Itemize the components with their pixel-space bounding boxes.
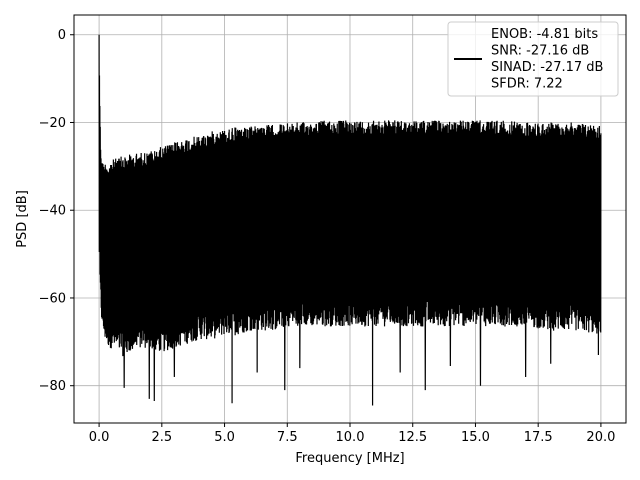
x-axis-ticks: 0.0 2.5 5.0 7.5 10.0 12.5 15.0 17.5 20.0 <box>89 423 615 445</box>
y-tick-label: −40 <box>39 204 66 219</box>
x-tick-label: 2.5 <box>151 430 172 445</box>
y-axis-label: PSD [dB] <box>15 190 30 248</box>
legend-line-sfdr: SFDR: 7.22 <box>491 77 563 92</box>
psd-body <box>102 133 601 324</box>
y-tick-label: −60 <box>39 291 66 306</box>
y-axis-ticks: 0 −20 −40 −60 −80 <box>39 28 74 394</box>
y-tick-label: −80 <box>39 379 66 394</box>
x-tick-label: 17.5 <box>524 430 553 445</box>
y-tick-label: −20 <box>39 116 66 131</box>
legend-line-enob: ENOB: -4.81 bits <box>491 27 598 42</box>
x-tick-label: 15.0 <box>461 430 490 445</box>
x-axis-label: Frequency [MHz] <box>295 451 404 466</box>
legend-line-snr: SNR: -27.16 dB <box>491 44 589 59</box>
x-tick-label: 12.5 <box>398 430 427 445</box>
x-tick-label: 7.5 <box>277 430 298 445</box>
x-tick-label: 5.0 <box>214 430 235 445</box>
y-tick-label: 0 <box>58 28 66 43</box>
psd-trace <box>98 34 602 406</box>
legend: ENOB: -4.81 bits SNR: -27.16 dB SINAD: -… <box>447 21 619 97</box>
legend-box <box>447 21 619 97</box>
x-tick-label: 0.0 <box>89 430 110 445</box>
legend-line-sinad: SINAD: -27.17 dB <box>491 60 603 75</box>
x-tick-label: 10.0 <box>336 430 365 445</box>
x-tick-label: 20.0 <box>586 430 615 445</box>
